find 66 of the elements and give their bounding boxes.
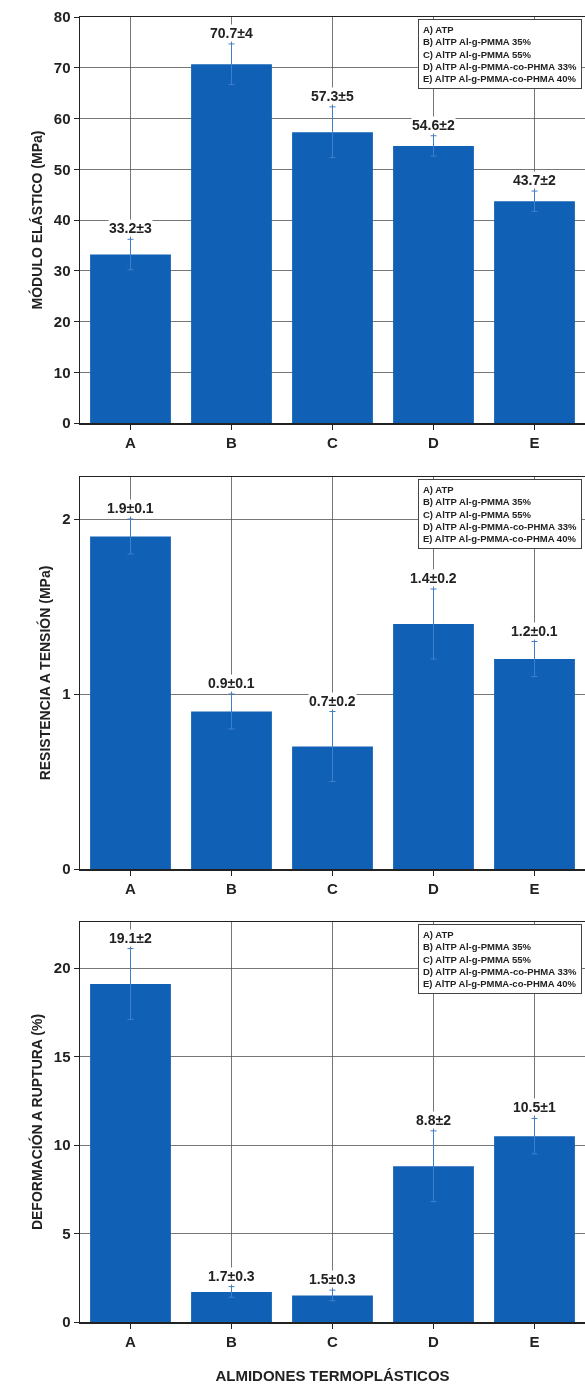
y-tick-label: 80 [53,8,71,26]
annotation: E) AlTP Al-g-PMMA-co-PHMA 40% [423,73,577,85]
x-tick-label: B [226,1332,238,1350]
annotation: C) AlTP Al-g-PMMA 55% [423,48,532,60]
annotation: D) AlTP Al-g-PMMA-co-PHMA 33% [423,521,577,533]
data-label: 1.2±0.1 [511,623,558,639]
x-tick-label: C [327,879,339,897]
x-tick-label: E [529,1332,540,1350]
x-tick-label: D [428,1332,440,1350]
annotation: A) ATP [423,929,455,940]
y-axis-title: RESISTENCIA A TENSIÓN (MPa) [36,565,54,781]
y-tick-label: 2 [62,510,71,528]
y-tick-label: 30 [53,262,71,279]
y-tick-label: 10 [53,1136,71,1154]
y-tick-label: 0 [62,1313,71,1331]
y-tick-label: 70 [53,59,71,76]
x-tick-label: C [327,433,339,451]
x-tick-label: E [529,879,540,897]
data-label: 1.7±0.3 [208,1268,255,1284]
y-tick-label: 15 [53,1047,71,1065]
y-tick-label: 1 [62,685,71,703]
x-tick-label: C [327,1332,339,1350]
data-label: 0.9±0.1 [208,675,255,691]
y-tick-label: 60 [53,109,71,127]
annotation: E) AlTP Al-g-PMMA-co-PHMA 40% [423,978,577,990]
annotation: C) AlTP Al-g-PMMA 55% [423,508,532,520]
data-label: 1.4±0.2 [410,570,457,586]
x-tick-label: A [125,879,137,897]
x-tick-label: D [428,433,440,451]
data-label: 10.5±1 [513,1099,556,1115]
data-label: 8.8±2 [416,1112,452,1128]
x-axis-title: ALMIDONES TERMOPLÁSTICOS [215,1367,450,1385]
data-label: 1.5±0.3 [309,1271,356,1287]
data-label: 54.6±2 [412,117,455,133]
data-label: 33.2±3 [109,220,152,236]
x-tick-label: A [125,1332,137,1350]
annotation: A) ATP [423,24,455,35]
data-label: 19.1±2 [109,930,152,946]
y-tick-label: 50 [53,160,71,178]
y-tick-label: 20 [53,312,71,330]
x-tick-label: B [226,433,238,451]
data-label: 70.7±4 [210,25,253,41]
y-tick-label: 0 [62,414,71,432]
annotation: D) AlTP Al-g-PMMA-co-PHMA 33% [423,61,577,73]
y-tick-label: 20 [53,959,71,977]
data-label: 43.7±2 [513,172,556,188]
x-tick-label: A [125,433,137,451]
x-tick-label: B [226,879,238,897]
annotation: C) AlTP Al-g-PMMA 55% [423,953,532,965]
y-tick-label: 5 [62,1224,71,1242]
data-label: 0.7±0.2 [309,693,356,709]
annotation: A) ATP [423,484,455,495]
annotation: B) AlTP Al-g-PMMA 35% [423,496,532,508]
y-axis-title: DEFORMACIÓN A RUPTURA (%) [27,1013,45,1231]
y-tick-label: 0 [62,860,71,878]
x-tick-label: E [529,433,540,451]
data-label: 57.3±5 [311,88,354,104]
x-tick-label: D [428,879,440,897]
annotation: B) AlTP Al-g-PMMA 35% [423,941,532,953]
y-axis-title: MÓDULO ELÁSTICO (MPa) [27,130,45,310]
annotation: D) AlTP Al-g-PMMA-co-PHMA 33% [423,966,577,978]
y-tick-label: 10 [53,363,71,381]
data-label: 1.9±0.1 [107,500,154,516]
annotation: E) AlTP Al-g-PMMA-co-PHMA 40% [423,533,577,545]
y-tick-label: 40 [53,211,71,229]
annotation: B) AlTP Al-g-PMMA 35% [423,36,532,48]
